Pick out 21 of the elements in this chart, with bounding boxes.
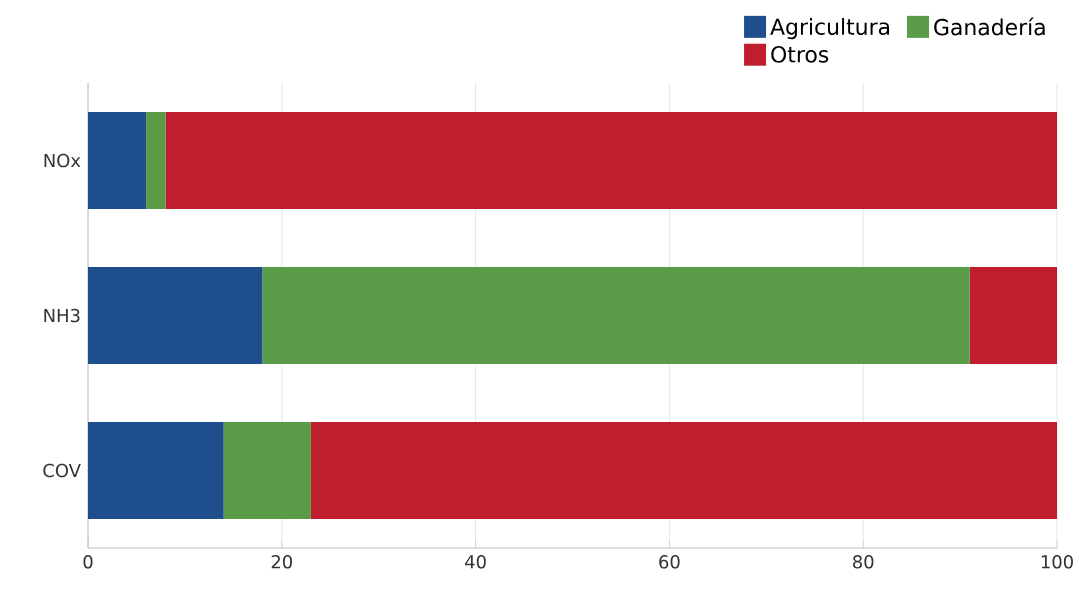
bar xyxy=(969,267,1058,365)
x-tick-label: 20 xyxy=(271,555,293,569)
legend-label: Otros xyxy=(771,46,829,63)
legend-label: Agricultura xyxy=(770,18,890,40)
x-tick-label: 80 xyxy=(853,555,874,569)
x-tick-label: 0 xyxy=(83,555,93,569)
x-tick-label: 100 xyxy=(1041,555,1073,569)
legend-label: Ganadería xyxy=(934,17,1045,36)
y-tick-label: NH3 xyxy=(44,308,80,323)
y-tick-label: COV xyxy=(43,463,81,478)
bar xyxy=(310,422,1058,520)
x-tick-label: 60 xyxy=(659,555,680,569)
bar xyxy=(262,267,970,365)
bar xyxy=(146,112,166,210)
bar xyxy=(88,267,263,365)
bar xyxy=(165,112,1058,210)
y-tick-label: NOx xyxy=(44,153,81,168)
bar xyxy=(88,112,147,210)
bar xyxy=(88,422,224,520)
bar xyxy=(223,422,311,520)
x-tick-label: 40 xyxy=(465,555,486,569)
